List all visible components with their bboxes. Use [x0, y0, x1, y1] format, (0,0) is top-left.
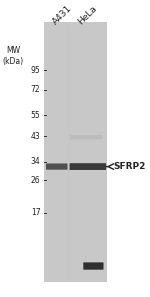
Text: 72: 72 [31, 86, 40, 94]
Text: MW
(kDa): MW (kDa) [2, 46, 23, 66]
Bar [44, 22, 107, 282]
FancyBboxPatch shape [83, 262, 103, 270]
Text: SFRP2: SFRP2 [114, 162, 146, 171]
Text: 43: 43 [31, 132, 40, 141]
Text: 17: 17 [31, 208, 40, 217]
Text: 34: 34 [31, 157, 40, 166]
Text: 26: 26 [31, 176, 40, 185]
FancyBboxPatch shape [46, 163, 68, 170]
Text: 55: 55 [31, 111, 40, 120]
Text: HeLa: HeLa [76, 4, 99, 26]
FancyBboxPatch shape [70, 135, 102, 140]
Text: A431: A431 [51, 4, 74, 26]
Text: 95: 95 [31, 66, 40, 75]
FancyBboxPatch shape [70, 163, 106, 170]
